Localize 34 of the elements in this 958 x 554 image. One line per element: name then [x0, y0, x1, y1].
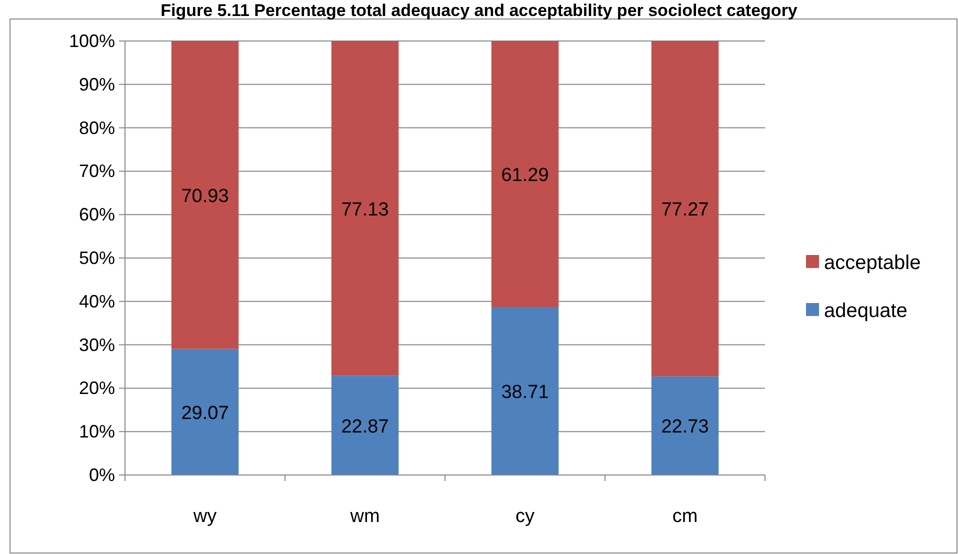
data-label: 77.13: [341, 199, 389, 220]
data-label: 70.93: [181, 186, 229, 207]
y-tick-label: 80%: [78, 118, 115, 138]
data-label: 77.27: [661, 200, 709, 221]
bar: [171, 41, 239, 349]
bar: [331, 376, 399, 475]
data-label: 29.07: [181, 402, 229, 424]
y-tick-label: 70%: [78, 161, 115, 182]
data-label: 61.29: [501, 165, 549, 186]
bar: [491, 41, 559, 307]
y-tick-label: 30%: [78, 334, 115, 355]
x-tick-label: wy: [192, 506, 218, 527]
bar: [171, 348, 239, 475]
y-tick-label: 40%: [78, 291, 115, 312]
data-label: 22.87: [341, 416, 389, 438]
x-tick-label: wm: [349, 506, 380, 527]
chart-title: Figure 5.11 Percentage total adequacy and acceptability per sociolect category: [160, 1, 798, 20]
bar: [331, 41, 399, 376]
data-label: 38.71: [501, 382, 549, 403]
y-tick-label: 10%: [78, 422, 115, 442]
bar: [491, 307, 559, 475]
y-tick-label: 90%: [78, 74, 115, 94]
y-tick-label: 50%: [78, 248, 115, 268]
x-tick-label: cy: [516, 506, 535, 527]
y-tick-label: 20%: [78, 378, 115, 398]
y-tick-label: 0%: [88, 465, 115, 485]
bar: [651, 41, 719, 376]
data-label: 22.73: [661, 416, 709, 438]
y-tick-label: 100%: [68, 31, 115, 51]
bar: [651, 376, 719, 475]
y-tick-label: 60%: [78, 204, 115, 225]
legend-label: acceptable: [824, 252, 921, 274]
x-tick-label: cm: [672, 506, 698, 527]
legend-label: adequate: [824, 300, 908, 322]
